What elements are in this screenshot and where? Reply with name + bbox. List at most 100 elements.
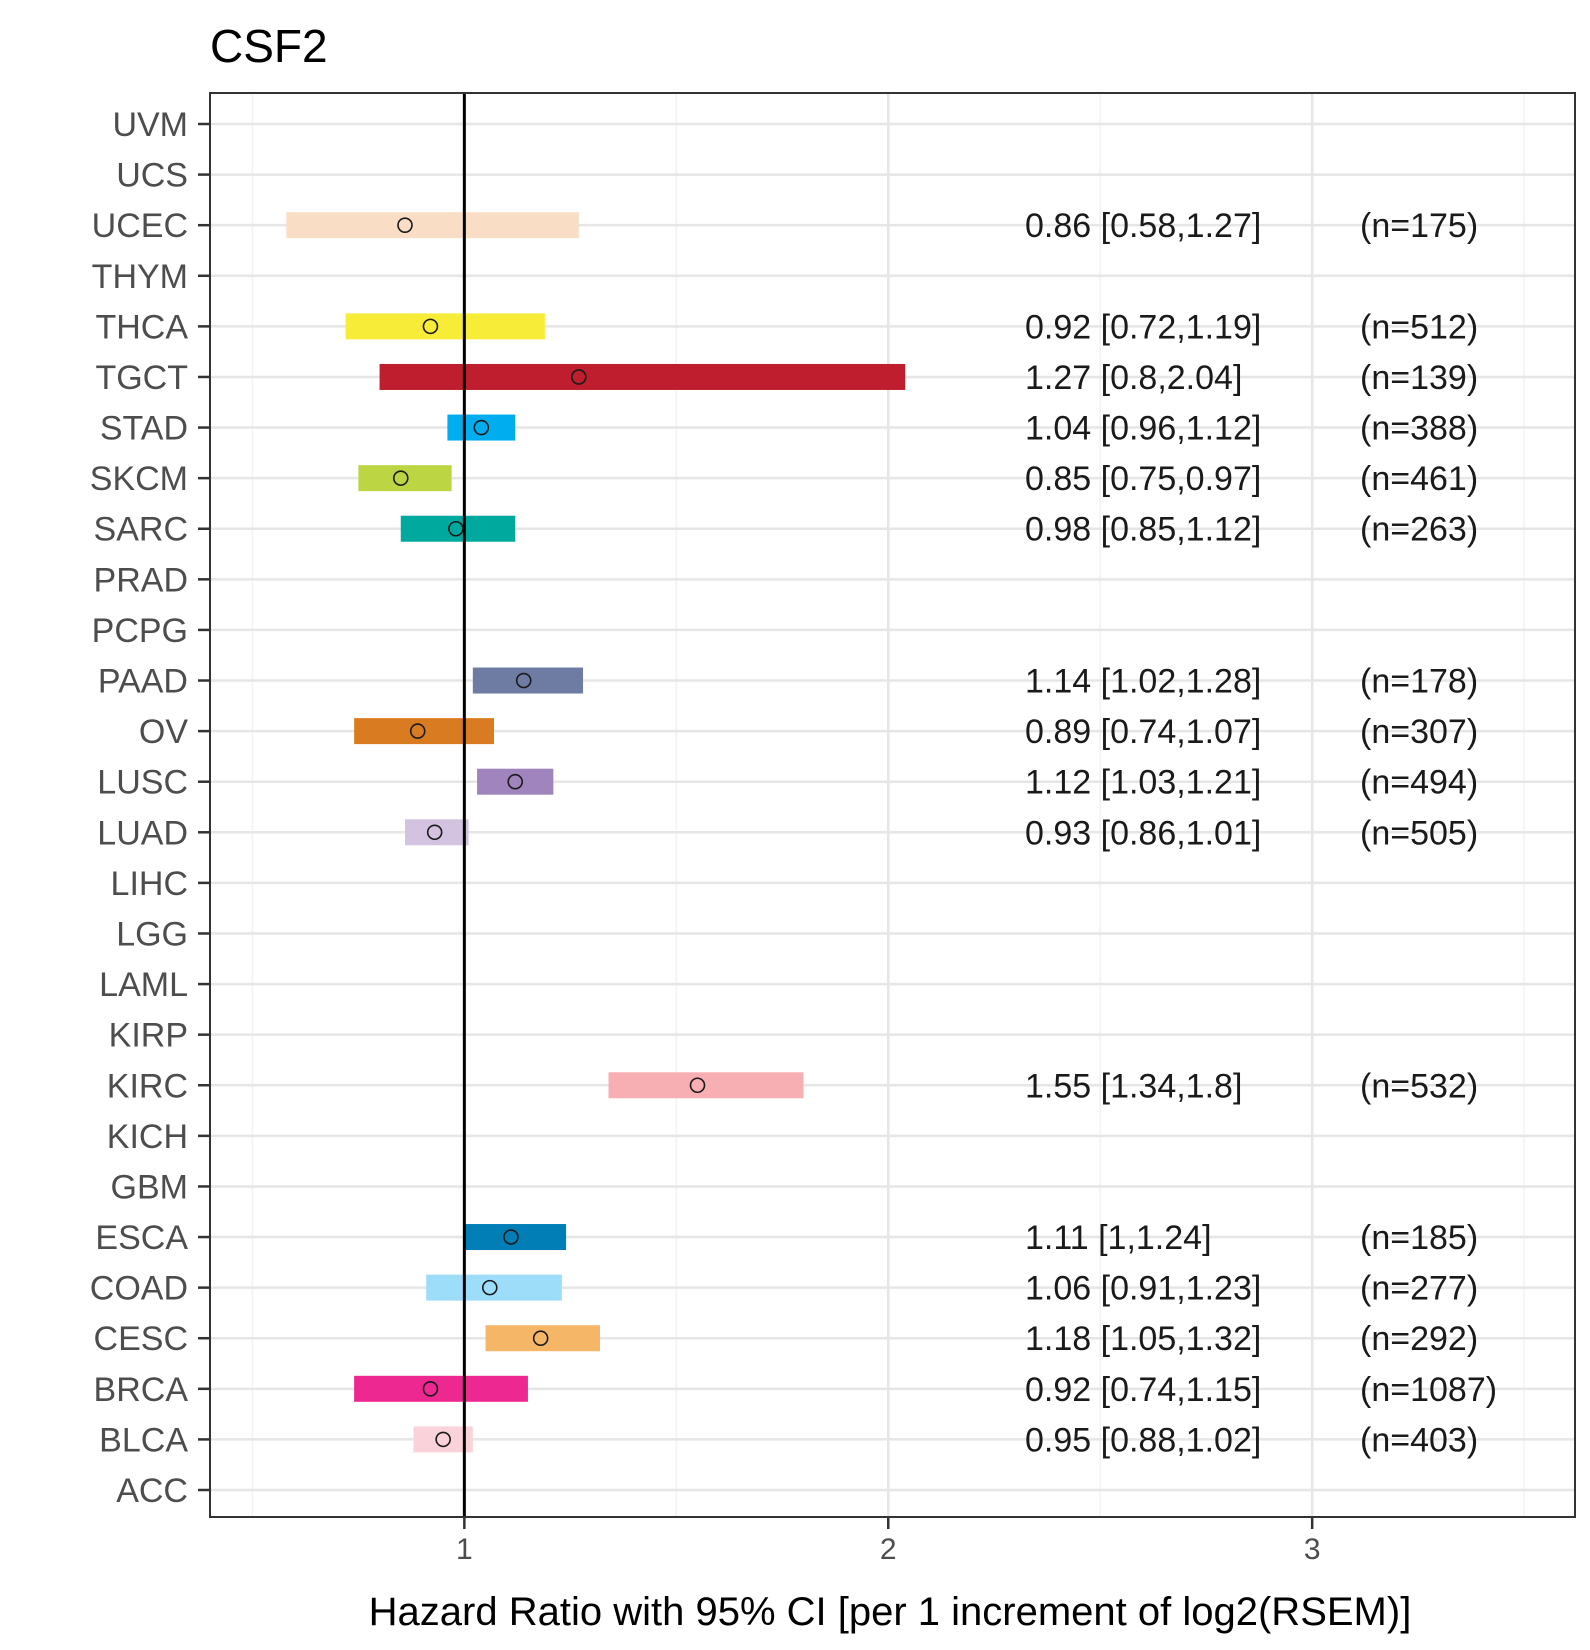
y-label-sarc: SARC (94, 511, 188, 549)
ci-bar-thca (345, 313, 545, 340)
hr-point-tgct (571, 369, 587, 385)
plot-panel-border (209, 92, 1576, 1518)
n-text-ucec: (n=175) (1360, 207, 1478, 245)
hr-point-thca (422, 318, 439, 335)
ci-bar-tgct (379, 363, 906, 390)
ci-bar-kirc (608, 1072, 804, 1099)
y-label-lgg: LGG (116, 915, 188, 953)
y-label-blca: BLCA (99, 1421, 188, 1459)
y-label-paad: PAAD (98, 663, 188, 701)
x-axis-title: Hazard Ratio with 95% CI [per 1 incremen… (369, 1590, 1412, 1634)
n-text-sarc: (n=263) (1360, 511, 1478, 549)
n-text-stad: (n=388) (1360, 410, 1478, 448)
y-label-esca: ESCA (95, 1219, 188, 1257)
hr-text-esca: 1.11 [1,1.24] (1025, 1219, 1212, 1257)
ci-bar-sarc (400, 515, 516, 542)
y-label-skcm: SKCM (90, 460, 188, 498)
ci-bar-skcm (358, 465, 452, 492)
hr-points (392, 217, 706, 1448)
n-text-coad: (n=277) (1360, 1270, 1478, 1308)
hr-text-luad: 0.93 [0.86,1.01] (1025, 814, 1261, 852)
n-text-skcm: (n=461) (1360, 460, 1478, 498)
hr-point-luad (426, 824, 443, 841)
annotations: 0.86 [0.58,1.27] (n=175) 0.92 [0.72,1.19] (… (1025, 207, 1497, 1459)
ci-bar-cesc (485, 1325, 600, 1352)
hr-point-sarc (448, 520, 464, 537)
hr-text-stad: 1.04 [0.96,1.12] (1025, 410, 1261, 448)
ci-bar-ucec (286, 212, 579, 239)
y-label-kirc: KIRC (107, 1067, 188, 1105)
n-text-ov: (n=307) (1360, 713, 1478, 751)
hr-text-cesc: 1.18 [1.05,1.32] (1025, 1320, 1261, 1358)
n-text-thca: (n=512) (1360, 308, 1478, 346)
y-axis-labels: UVM UCS UCEC THYM THCA TGCT STAD SKCM SARC PRAD PC… (90, 106, 210, 1510)
hr-point-brca (422, 1381, 439, 1397)
y-label-brca: BRCA (94, 1371, 189, 1409)
hr-text-kirc: 1.55 [1.34,1.8] (1025, 1067, 1242, 1105)
hr-text-tgct: 1.27 [0.8,2.04] (1025, 359, 1242, 397)
y-label-thym: THYM (92, 258, 188, 296)
ci-bar-lusc (477, 768, 554, 795)
n-text-lusc: (n=494) (1360, 764, 1478, 802)
hr-text-blca: 0.95 [0.88,1.02] (1025, 1421, 1261, 1459)
y-label-kirp: KIRP (109, 1017, 188, 1055)
hr-point-esca (503, 1229, 519, 1245)
hr-text-ov: 0.89 [0.74,1.07] (1025, 713, 1261, 751)
hr-text-coad: 1.06 [0.91,1.23] (1025, 1270, 1261, 1308)
y-label-stad: STAD (100, 410, 188, 448)
y-label-coad: COAD (90, 1270, 188, 1308)
hr-point-lusc (507, 773, 524, 790)
y-label-lihc: LIHC (111, 865, 188, 903)
n-text-blca: (n=403) (1360, 1421, 1478, 1459)
hr-text-lusc: 1.12 [1.03,1.21] (1025, 764, 1261, 802)
y-label-tgct: TGCT (95, 359, 188, 397)
y-label-ucs: UCS (116, 157, 188, 195)
ci-bar-esca (464, 1224, 567, 1251)
n-text-brca: (n=1087) (1360, 1371, 1497, 1409)
y-label-prad: PRAD (94, 561, 188, 599)
ci-bars (286, 212, 906, 1453)
hr-point-cesc (532, 1330, 549, 1347)
n-text-paad: (n=178) (1360, 663, 1478, 701)
n-text-cesc: (n=292) (1360, 1320, 1478, 1358)
y-label-ov: OV (139, 713, 188, 751)
hr-text-sarc: 0.98 [0.85,1.12] (1025, 511, 1261, 549)
y-label-uvm: UVM (112, 106, 188, 144)
y-label-luad: LUAD (97, 814, 188, 852)
hr-point-kirc (689, 1077, 706, 1094)
y-label-gbm: GBM (111, 1168, 188, 1206)
hr-point-blca (435, 1431, 451, 1448)
hr-point-paad (515, 672, 532, 689)
n-text-esca: (n=185) (1360, 1219, 1478, 1257)
ci-bar-paad (472, 667, 584, 694)
hr-point-stad (473, 419, 490, 436)
hr-point-skcm (392, 470, 409, 486)
y-label-laml: LAML (99, 966, 188, 1004)
hr-text-skcm: 0.85 [0.75,0.97] (1025, 460, 1261, 498)
y-label-ucec: UCEC (92, 207, 188, 245)
n-text-tgct: (n=139) (1360, 359, 1478, 397)
chart-title: CSF2 (210, 20, 328, 72)
x-tick-label: 1 (456, 1533, 473, 1566)
ci-bar-stad (447, 414, 516, 441)
y-label-cesc: CESC (94, 1320, 188, 1358)
x-tick-label: 2 (880, 1533, 897, 1566)
hr-text-brca: 0.92 [0.74,1.15] (1025, 1371, 1261, 1409)
ci-bar-brca (354, 1375, 528, 1402)
hr-point-ucec (397, 217, 413, 233)
hr-text-thca: 0.92 [0.72,1.19] (1025, 308, 1261, 346)
x-axis-labels: 1 2 3 (456, 1517, 1321, 1566)
x-tick-label: 3 (1304, 1533, 1321, 1566)
n-text-luad: (n=505) (1360, 814, 1478, 852)
y-label-pcpg: PCPG (92, 612, 188, 650)
ci-bar-luad (405, 819, 469, 846)
y-label-kich: KICH (107, 1118, 188, 1156)
hr-text-paad: 1.14 [1.02,1.28] (1025, 663, 1261, 701)
y-label-lusc: LUSC (97, 764, 188, 802)
y-label-thca: THCA (95, 308, 188, 346)
hr-point-coad (481, 1279, 498, 1296)
hr-point-ov (409, 723, 426, 739)
hr-text-ucec: 0.86 [0.58,1.27] (1025, 207, 1261, 245)
y-label-acc: ACC (116, 1472, 188, 1510)
